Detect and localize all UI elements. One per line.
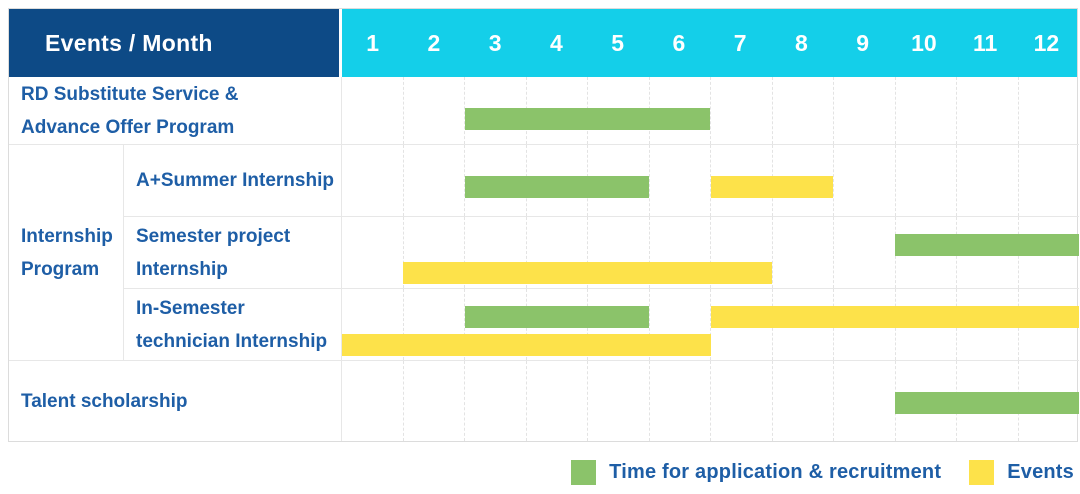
legend-item-application-recruitment: Time for application & recruitment: [571, 460, 941, 485]
legend: Time for application & recruitment Event…: [571, 460, 1074, 485]
month-gridline-cell: [464, 77, 526, 144]
month-gridline-cell: [648, 217, 711, 288]
month-gridline-cell: [833, 77, 895, 144]
month-gridline-cell: [710, 289, 772, 360]
month-label: 12: [1033, 29, 1060, 56]
gantt-bar-yellow: [403, 262, 772, 284]
month-gridline-cell: [648, 145, 711, 216]
month-gridline-cell: [771, 77, 834, 144]
month-gridline-cell: [402, 77, 465, 144]
month-gridline-cell: [710, 361, 772, 441]
gantt-bar-yellow: [710, 176, 834, 198]
month-gridline-cell: [402, 217, 465, 288]
month-label: 11: [972, 29, 998, 56]
month-gridline-cell: [894, 145, 957, 216]
month-gridline-cell: [402, 289, 465, 360]
month-label: 8: [794, 29, 808, 56]
month-label: 3: [488, 29, 502, 56]
month-gridline-cell: [710, 145, 772, 216]
month-gridline-cell: [771, 361, 834, 441]
month-gridline-cell: [464, 289, 526, 360]
timeline-row-in-semester-technician: [342, 289, 1079, 361]
month-label: 1: [366, 29, 380, 56]
events-month-header-cell: Events / Month: [9, 9, 342, 77]
month-gridline-cell: [587, 217, 649, 288]
month-gridline-cell: [956, 145, 1018, 216]
gantt-bar-green: [464, 108, 711, 130]
month-gridlines: [342, 77, 1079, 144]
month-gridline-cell: [833, 361, 895, 441]
gantt-bar-green: [464, 306, 650, 328]
month-label: 5: [611, 29, 625, 56]
row-label-text: A+Summer Internship: [136, 170, 334, 191]
month-gridline-cell: [1017, 145, 1080, 216]
row-label-text: Talent scholarship: [21, 390, 188, 412]
timeline-row-talent-scholarship: [342, 361, 1079, 441]
table-body: RD Substitute Service & Advance Offer Pr…: [9, 77, 1079, 441]
gantt-bar-green: [894, 234, 1079, 256]
row-label-rd-substitute: RD Substitute Service & Advance Offer Pr…: [9, 77, 342, 145]
row-label-in-semester-technician: In-Semester technician Internship: [124, 289, 342, 361]
month-label: 10: [911, 29, 937, 56]
month-header-strip: 1 2 3 4 5 6 7 8 9 10 11 12: [342, 9, 1077, 77]
month-gridline-cell: [342, 361, 403, 441]
timeline-row-a-plus-summer: [342, 145, 1079, 217]
month-label: 6: [672, 29, 686, 56]
table-header-row: Events / Month 1 2 3 4 5 6 7 8 9 10 11 12: [9, 9, 1077, 77]
row-label-talent-scholarship: Talent scholarship: [9, 361, 342, 441]
month-label: 2: [427, 29, 441, 56]
green-legend-swatch-icon: [571, 460, 597, 485]
month-gridline-cell: [833, 217, 895, 288]
month-gridline-cell: [402, 361, 465, 441]
row-label-text: In-Semester technician Internship: [136, 297, 328, 352]
month-label: 4: [549, 29, 563, 56]
month-gridline-cell: [464, 361, 526, 441]
table-title: Events / Month: [45, 29, 213, 56]
row-label-text: RD Substitute Service & Advance Offer Pr…: [21, 83, 239, 138]
month-gridline-cell: [894, 77, 957, 144]
group-label-text: Internship Program: [21, 225, 113, 280]
month-label: 7: [733, 29, 747, 56]
month-gridline-cell: [342, 77, 403, 144]
legend-item-events: Events: [969, 460, 1074, 485]
month-gridline-cell: [525, 217, 588, 288]
month-gridline-cell: [342, 217, 403, 288]
month-gridline-cell: [587, 361, 649, 441]
timeline-row-rd-substitute: [342, 77, 1079, 145]
group-label-internship-program: Internship Program: [9, 145, 124, 361]
month-gridline-cell: [648, 361, 711, 441]
gantt-bar-green: [894, 392, 1079, 414]
month-gridline-cell: [342, 145, 403, 216]
row-label-semester-project: Semester project Internship: [124, 217, 342, 289]
month-label: 9: [856, 29, 870, 56]
row-label-a-plus-summer: A+Summer Internship: [124, 145, 342, 217]
month-gridline-cell: [464, 145, 526, 216]
yellow-legend-swatch-icon: [969, 460, 995, 485]
month-gridline-cell: [710, 77, 772, 144]
events-month-table: Events / Month 1 2 3 4 5 6 7 8 9 10 11 12 RD Substi…: [8, 8, 1079, 442]
month-gridline-cell: [956, 77, 1018, 144]
month-gridline-cell: [710, 217, 772, 288]
gantt-bar-yellow: [710, 306, 1079, 328]
month-gridline-cell: [464, 217, 526, 288]
month-gridline-cell: [525, 361, 588, 441]
month-gridline-cell: [771, 217, 834, 288]
legend-label: Time for application & recruitment: [609, 461, 942, 483]
gantt-bar-yellow: [342, 334, 711, 356]
gantt-bar-green: [464, 176, 650, 198]
timeline-row-semester-project: [342, 217, 1079, 289]
row-label-text: Semester project Internship: [136, 225, 291, 280]
month-gridline-cell: [833, 145, 895, 216]
month-gridline-cell: [402, 145, 465, 216]
legend-label: Events: [1007, 461, 1074, 483]
month-gridline-cell: [1017, 77, 1080, 144]
